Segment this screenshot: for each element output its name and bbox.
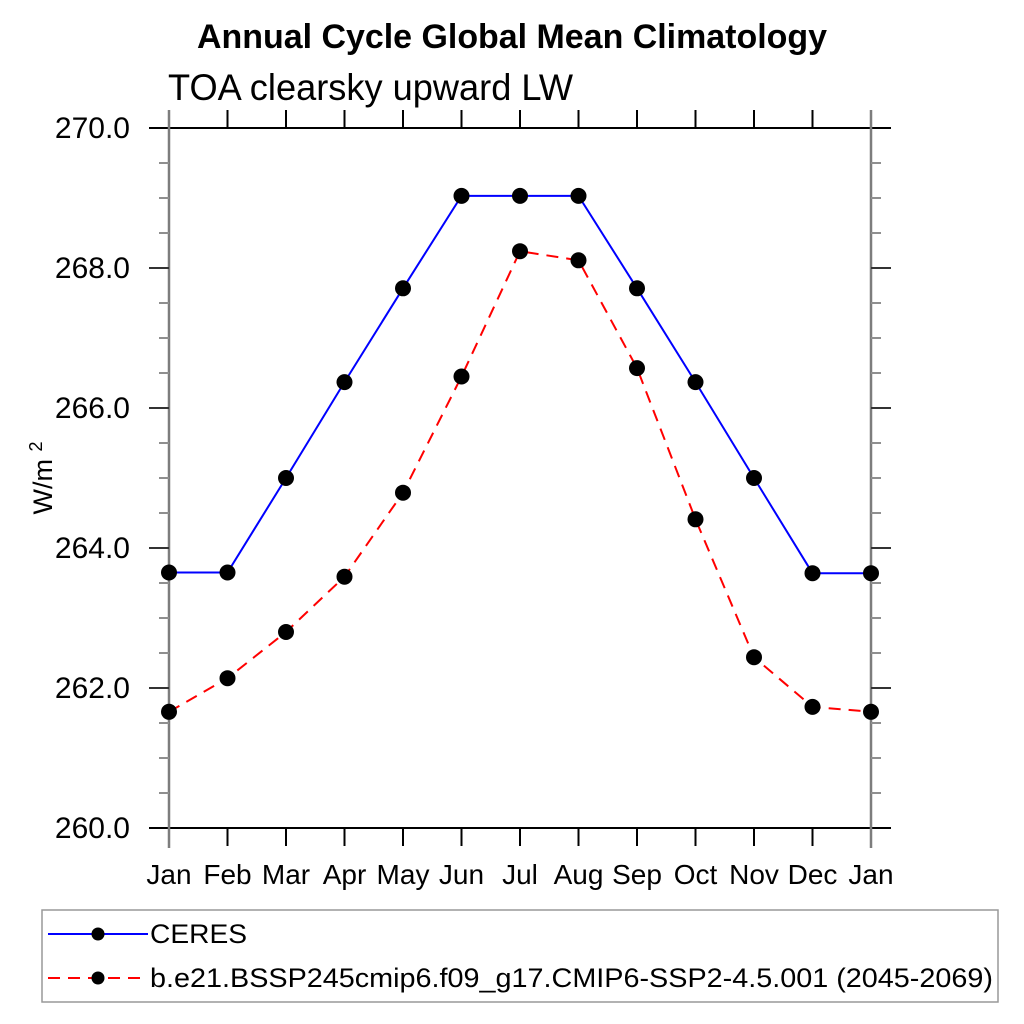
data-point-marker — [804, 565, 821, 582]
y-axis-title: W/m 2 — [26, 441, 58, 514]
data-point-marker — [629, 280, 645, 297]
data-point-marker — [687, 374, 704, 391]
x-tick-label: Oct — [674, 859, 718, 890]
data-point-marker — [746, 470, 762, 486]
x-tick-label: Mar — [262, 859, 310, 890]
x-tick-label: Dec — [788, 859, 838, 890]
data-point-marker — [336, 374, 353, 391]
data-point-marker — [863, 703, 879, 720]
x-tick-label: Sep — [612, 859, 662, 890]
legend-label-model: b.e21.BSSP245cmip6.f09_g17.CMIP6-SSP2-4.… — [150, 963, 993, 993]
data-point-marker — [161, 564, 177, 581]
y-axis-ticks — [149, 162, 891, 794]
data-point-marker — [570, 187, 587, 204]
legend-marker-model — [91, 971, 105, 985]
data-point-marker — [629, 360, 645, 377]
data-point-marker — [395, 484, 411, 501]
data-point-marker — [161, 703, 177, 720]
data-point-marker — [804, 698, 821, 715]
y-tick-label: 260.0 — [55, 812, 130, 845]
legend-box — [41, 909, 999, 1003]
legend-label-ceres: CERES — [150, 919, 247, 949]
x-axis-ticks — [226, 110, 814, 846]
data-point-marker — [219, 670, 236, 687]
y-tick-label: 266.0 — [55, 392, 130, 425]
y-axis-title-exponent: 2 — [26, 441, 46, 451]
data-point-marker — [746, 649, 762, 666]
legend-marker-ceres — [91, 927, 105, 941]
x-tick-label: Jul — [502, 859, 538, 890]
x-tick-label: Nov — [729, 859, 779, 890]
data-point-marker — [453, 368, 470, 385]
series-line-model — [168, 250, 872, 713]
x-tick-label: Apr — [323, 859, 367, 890]
y-tick-label: 270.0 — [55, 112, 130, 145]
x-tick-label: May — [377, 859, 430, 890]
x-tick-label: Jun — [439, 859, 484, 890]
y-tick-label: 268.0 — [55, 252, 130, 285]
x-axis-tick-labels: Jan Feb Mar Apr May Jun Jul Aug Sep Oct Nov Dec Jan — [146, 859, 893, 890]
legend: CERES b.e21.BSSP245cmip6.f09_g17.CMIP6-S… — [41, 909, 999, 1003]
data-series — [161, 187, 879, 720]
data-point-marker — [512, 243, 528, 260]
y-tick-label: 264.0 — [55, 532, 130, 565]
x-tick-label: Jan — [146, 859, 191, 890]
x-tick-label: Jan — [848, 859, 893, 890]
data-point-marker — [570, 252, 587, 269]
chart-subtitle: TOA clearsky upward LW — [168, 67, 573, 108]
x-tick-label: Aug — [554, 859, 604, 890]
data-point-marker — [863, 565, 879, 582]
y-axis-tick-labels: 270.0 268.0 266.0 264.0 262.0 260.0 — [55, 112, 130, 845]
data-point-marker — [336, 568, 353, 585]
data-point-marker — [512, 187, 528, 204]
y-axis-title-base: W/m — [28, 459, 58, 514]
data-point-marker — [219, 564, 236, 581]
data-point-marker — [453, 187, 470, 204]
page-title: Annual Cycle Global Mean Climatology — [197, 18, 827, 56]
y-tick-label: 262.0 — [55, 672, 130, 705]
data-point-marker — [278, 624, 294, 640]
data-point-marker — [395, 280, 411, 297]
data-point-marker — [278, 470, 294, 486]
data-point-marker — [687, 511, 704, 528]
x-tick-label: Feb — [203, 859, 251, 890]
